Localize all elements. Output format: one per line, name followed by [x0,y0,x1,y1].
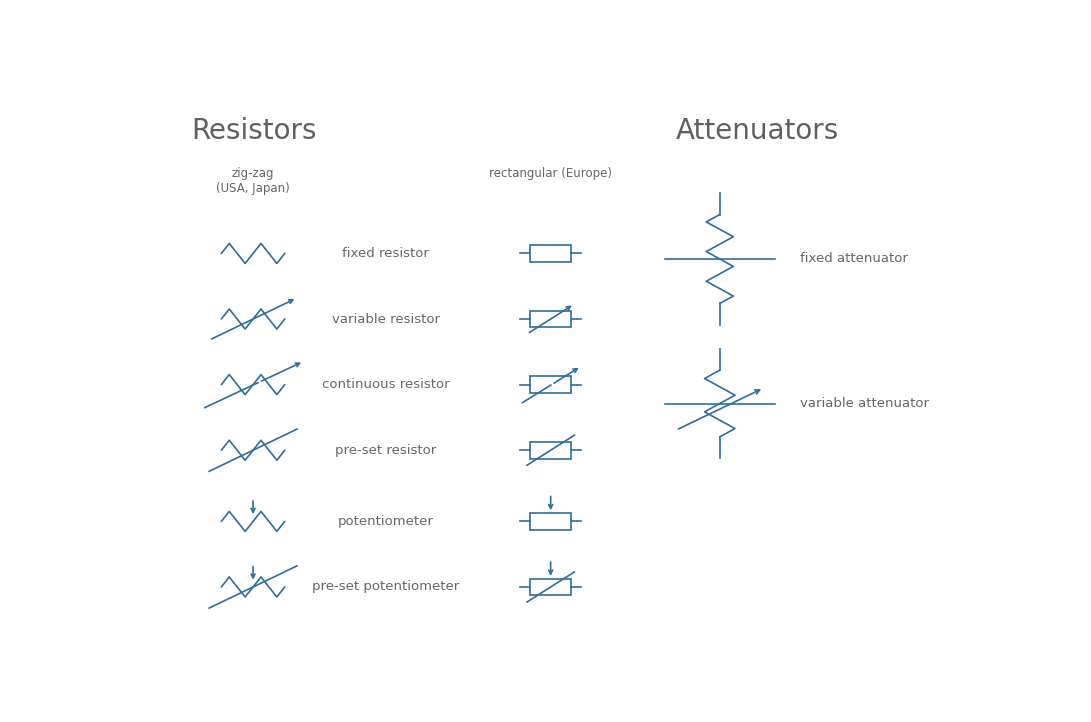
Text: fixed resistor: fixed resistor [343,247,429,260]
Bar [530,310,571,327]
Bar [530,442,571,458]
Text: pre-set potentiometer: pre-set potentiometer [312,580,459,593]
Text: Resistors: Resistors [191,117,316,145]
Text: rectangular (Europe): rectangular (Europe) [489,168,612,180]
Text: potentiometer: potentiometer [338,515,434,528]
Text: continuous resistor: continuous resistor [322,378,449,391]
Bar [530,245,571,262]
Bar [530,513,571,530]
Text: fixed attenuator: fixed attenuator [800,253,908,266]
Bar [530,376,571,393]
Bar [530,578,571,596]
Text: variable resistor: variable resistor [332,313,440,326]
Text: Attenuators: Attenuators [676,117,839,145]
Text: variable attenuator: variable attenuator [800,397,930,410]
Text: pre-set resistor: pre-set resistor [335,444,436,457]
Text: zig-zag
(USA, Japan): zig-zag (USA, Japan) [216,168,290,195]
